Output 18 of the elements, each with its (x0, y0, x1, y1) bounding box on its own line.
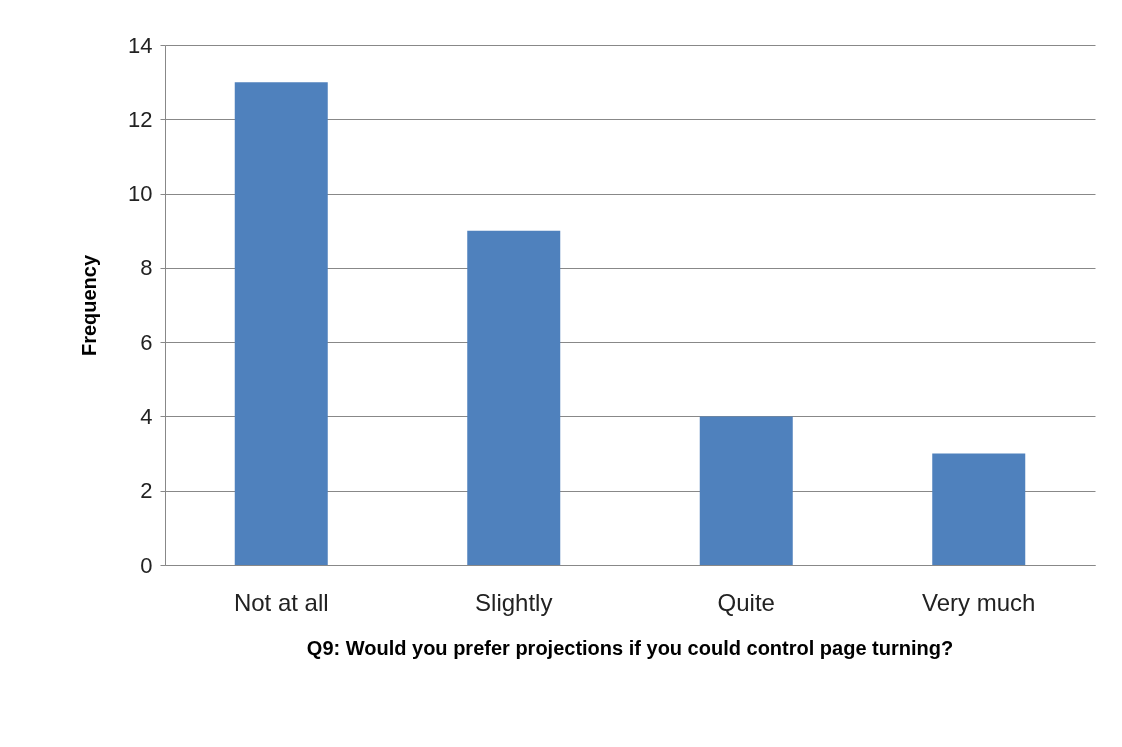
bar (699, 416, 793, 565)
bar (234, 82, 328, 565)
x-tick-label: Slightly (475, 588, 553, 616)
x-tick-label: Very much (922, 588, 1036, 616)
y-axis-title: Frequency (78, 254, 101, 357)
y-tick-label: 6 (140, 329, 153, 355)
y-tick-label: 4 (140, 403, 153, 429)
y-tick-label: 8 (140, 255, 153, 281)
y-tick-label: 14 (128, 32, 153, 58)
bar (932, 453, 1026, 565)
x-tick-label: Quite (717, 588, 775, 616)
bar (467, 230, 561, 565)
y-tick-label: 2 (140, 478, 153, 504)
x-axis-title: Q9: Would you prefer projections if you could control page turning? (306, 637, 954, 659)
y-tick-label: 0 (140, 552, 153, 578)
x-tick-label: Not at all (233, 588, 329, 616)
y-tick-label: 12 (128, 106, 153, 132)
y-tick-label: 10 (128, 181, 153, 207)
